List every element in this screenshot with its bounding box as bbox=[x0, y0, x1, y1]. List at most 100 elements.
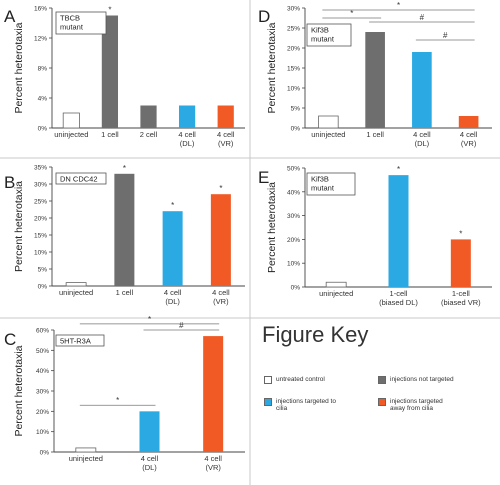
panel-b-y-tick-label: 10% bbox=[34, 250, 47, 257]
key-label-injections-not-targeted: injections not targeted bbox=[390, 376, 454, 383]
panel-c-bar bbox=[139, 411, 160, 452]
panel-e-y-tick-label: 50% bbox=[287, 166, 300, 173]
panel-d-x-tick-label: uninjected bbox=[311, 130, 345, 139]
key-swatch-injections-targeted-to-cilia bbox=[264, 398, 272, 406]
panel-a-inset-label: mutant bbox=[60, 23, 84, 32]
panel-b-bar bbox=[210, 194, 231, 286]
panel-d-bracket-label: # bbox=[443, 31, 448, 40]
panel-e-x-tick-label: (biased DL) bbox=[379, 298, 418, 307]
panel-b-significance-marker: * bbox=[123, 164, 126, 173]
panel-b-x-tick-label: (VR) bbox=[213, 297, 229, 306]
panel-b-x-tick-label: 4 cell bbox=[212, 288, 230, 297]
panel-c-inset-box bbox=[55, 334, 105, 347]
panel-b-bar bbox=[162, 211, 183, 286]
panel-c-bar bbox=[75, 447, 97, 453]
panel-d-y-tick-label: 10% bbox=[287, 86, 300, 93]
panel-a-bar bbox=[140, 105, 157, 128]
panel-b-letter: B bbox=[4, 173, 15, 192]
panel-d-bracket-label: * bbox=[350, 9, 353, 18]
panel-b-y-tick-label: 15% bbox=[34, 233, 47, 240]
panel-e-inset-label: Kif3B bbox=[311, 175, 329, 184]
panel-e-significance-marker: * bbox=[397, 165, 400, 174]
panel-c-y-tick-label: 60% bbox=[36, 328, 49, 335]
panel-c-y-tick-label: 10% bbox=[36, 429, 49, 436]
panel-b-y-tick-label: 20% bbox=[34, 216, 47, 223]
panel-d-bracket-label: * bbox=[397, 1, 400, 10]
key-label-injections-targeted-away: injections targeted away from cilia bbox=[390, 398, 443, 412]
panel-b-x-tick-label: 4 cell bbox=[164, 288, 182, 297]
panel-a-bar bbox=[101, 15, 119, 128]
panel-e-inset-label: mutant bbox=[311, 184, 335, 193]
panel-d-inset-box bbox=[306, 23, 352, 47]
panel-d-y-axis-label: Percent heterotaxia bbox=[266, 22, 278, 113]
panel-c-x-tick-label: 4 cell bbox=[141, 454, 159, 463]
panel-b-bar bbox=[114, 173, 135, 286]
panel-b-y-tick-label: 35% bbox=[34, 165, 47, 172]
panel-a-y-tick-label: 4% bbox=[38, 96, 48, 103]
panel-b-y-tick-label: 0% bbox=[38, 284, 48, 291]
panel-a-significance-marker: * bbox=[108, 6, 111, 15]
panel-d-bar bbox=[412, 52, 432, 128]
figure-key: Figure Key untreated control injections … bbox=[252, 318, 498, 483]
panel-c-y-tick-label: 50% bbox=[36, 348, 49, 355]
panel-c-x-tick-label: 4 cell bbox=[204, 454, 222, 463]
panel-e-bar bbox=[450, 239, 471, 287]
panel-a-bar bbox=[62, 112, 80, 129]
panel-c-y-tick-label: 0% bbox=[40, 450, 50, 457]
panel-d-bar bbox=[458, 116, 479, 128]
panel-a-y-tick-label: 16% bbox=[34, 6, 47, 13]
panel-e-bar bbox=[325, 281, 347, 288]
panel-b-y-axis-label: Percent heterotaxia bbox=[13, 181, 25, 272]
panel-a-x-tick-label: 4 cell bbox=[178, 130, 196, 139]
panel-d-letter: D bbox=[258, 7, 270, 26]
panel-d-y-tick-label: 30% bbox=[287, 6, 300, 13]
key-swatch-injections-targeted-away bbox=[378, 398, 386, 406]
panel-a-inset-box bbox=[55, 11, 107, 35]
panel-e-inset-box bbox=[306, 172, 356, 196]
panel-b-y-tick-label: 5% bbox=[38, 267, 48, 274]
key-label-untreated-control: untreated control bbox=[276, 376, 325, 383]
key-swatch-injections-not-targeted bbox=[378, 376, 386, 384]
panel-a-x-tick-label: uninjected bbox=[54, 130, 88, 139]
panel-e-significance-marker: * bbox=[459, 229, 462, 238]
panel-a-x-tick-label: (DL) bbox=[180, 139, 195, 148]
panel-a-bar bbox=[178, 105, 196, 128]
panel-d-bracket-label: # bbox=[420, 13, 425, 22]
panel-e-x-tick-label: uninjected bbox=[319, 289, 353, 298]
panel-b-y-tick-label: 30% bbox=[34, 182, 47, 189]
panel-b-significance-marker: * bbox=[219, 184, 222, 193]
panel-b-inset-label: DN CDC42 bbox=[60, 175, 98, 184]
panel-c-x-tick-label: uninjected bbox=[69, 454, 103, 463]
panel-e-x-tick-label: (biased VR) bbox=[441, 298, 481, 307]
panel-d-y-tick-label: 15% bbox=[287, 66, 300, 73]
panel-d-inset-label: mutant bbox=[311, 35, 335, 44]
panel-c-y-tick-label: 40% bbox=[36, 368, 49, 375]
panel-c-x-tick-label: (VR) bbox=[205, 463, 221, 472]
panel-c-y-tick-label: 30% bbox=[36, 389, 49, 396]
panel-d-bar bbox=[318, 115, 339, 129]
panel-d-x-tick-label: 4 cell bbox=[460, 130, 478, 139]
panel-a-x-tick-label: 4 cell bbox=[217, 130, 235, 139]
panel-c-y-axis-label: Percent heterotaxia bbox=[13, 345, 25, 436]
figure-key-title: Figure Key bbox=[262, 322, 369, 347]
panel-e-y-tick-label: 20% bbox=[287, 237, 300, 244]
panel-c-bracket-label: # bbox=[179, 321, 184, 330]
panel-c-y-tick-label: 20% bbox=[36, 409, 49, 416]
panel-b-bar bbox=[65, 282, 87, 287]
panel-c-bar bbox=[203, 336, 224, 452]
panel-a-inset-label: TBCB bbox=[60, 14, 80, 23]
panel-c-inset-label: 5HT-R3A bbox=[60, 337, 91, 346]
panel-c-bracket-label: * bbox=[148, 315, 151, 324]
panel-d-y-tick-label: 0% bbox=[291, 126, 301, 133]
panel-a-y-tick-label: 8% bbox=[38, 66, 48, 73]
panel-b-x-tick-label: 1 cell bbox=[116, 288, 134, 297]
panel-d-inset-label: Kif3B bbox=[311, 26, 329, 35]
panel-a-bar bbox=[217, 105, 234, 128]
panel-e-x-tick-label: 1-cell bbox=[452, 289, 470, 298]
panel-e-y-tick-label: 40% bbox=[287, 189, 300, 196]
panel-e-y-tick-label: 10% bbox=[287, 261, 300, 268]
